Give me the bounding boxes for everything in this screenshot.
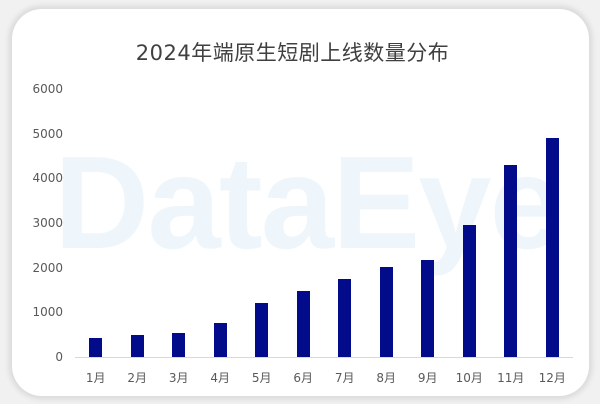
bar-2 — [130, 335, 144, 357]
plot-area: 6000 5000 4000 3000 2000 1000 0 1月 2月 3月 4月 5月 6月 7月 8… — [32, 82, 573, 385]
y-tick-label: 6000 — [32, 82, 63, 96]
x-tick-label: 10月 — [455, 371, 483, 385]
x-tick-label: 11月 — [497, 371, 525, 385]
x-tick-label: 1月 — [85, 371, 106, 385]
x-axis-line — [75, 357, 573, 358]
bar-3 — [172, 333, 186, 357]
chart-title: 2024年端原生短剧上线数量分布 — [135, 41, 450, 65]
bar-7 — [338, 279, 352, 357]
x-tick-label: 7月 — [334, 371, 355, 385]
bar-6 — [296, 291, 310, 357]
y-tick-label: 1000 — [32, 305, 63, 320]
bar-11 — [504, 164, 518, 357]
chart-card: DataEye 2024年端原生短剧上线数量分布 6000 5000 4000 300… — [12, 9, 589, 396]
x-tick-label: 2月 — [127, 371, 148, 385]
bar-8 — [379, 266, 393, 357]
x-tick-label: 3月 — [168, 371, 189, 385]
x-tick-label: 12月 — [538, 371, 566, 385]
x-tick-label: 4月 — [210, 371, 231, 385]
x-tick-label: 5月 — [251, 371, 272, 385]
bar-1 — [89, 338, 103, 357]
x-tick-label: 9月 — [417, 371, 438, 385]
bar-10 — [462, 224, 476, 357]
bar-12 — [545, 137, 559, 357]
y-tick-label: 3000 — [32, 216, 63, 230]
bar-4 — [213, 322, 227, 357]
y-tick-label: 0 — [55, 350, 63, 364]
x-tick-label: 6月 — [293, 371, 314, 385]
bar-9 — [421, 259, 435, 357]
y-tick-label: 2000 — [32, 260, 63, 275]
y-tick-label: 5000 — [32, 126, 63, 141]
bar-5 — [255, 302, 269, 357]
x-tick-label: 8月 — [376, 371, 397, 385]
y-tick-label: 4000 — [32, 171, 63, 186]
